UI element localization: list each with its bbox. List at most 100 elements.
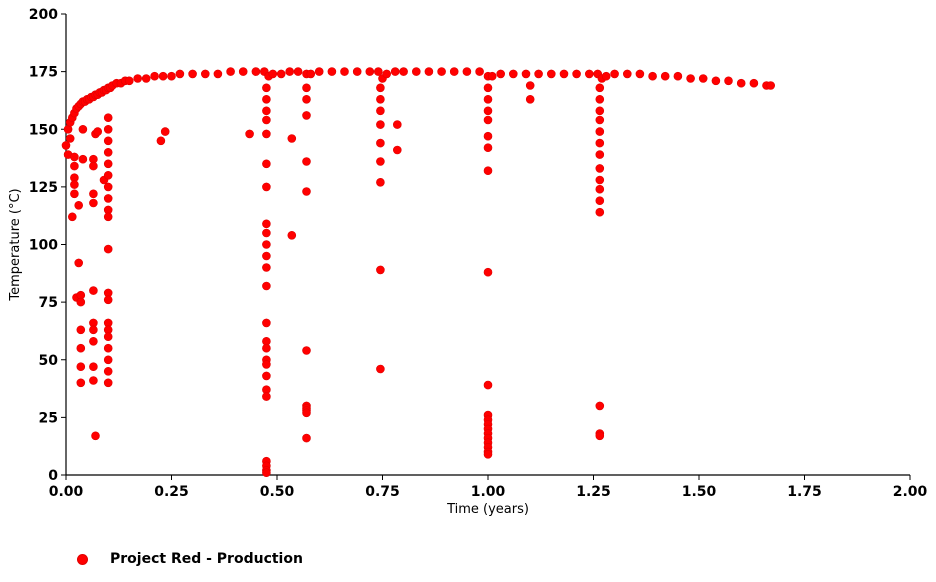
plot-frame: [65, 14, 910, 476]
data-point: [595, 127, 605, 136]
y-tick-label: 50: [39, 353, 59, 369]
data-point: [483, 131, 493, 141]
y-axis: 0 25 50 75 100 125 150 175 200: [29, 7, 66, 484]
data-point: [89, 286, 98, 295]
data-point: [70, 180, 79, 189]
data-point: [635, 69, 645, 79]
x-tick-label: 0.75: [365, 484, 400, 500]
data-point: [226, 67, 235, 76]
data-point: [595, 401, 605, 411]
data-point: [595, 431, 605, 441]
data-point: [70, 161, 79, 171]
data-point: [302, 346, 311, 355]
data-point: [302, 408, 311, 418]
data-point: [156, 136, 166, 146]
data-point: [521, 69, 531, 79]
data-point: [91, 431, 100, 441]
data-point: [188, 69, 197, 79]
data-point: [103, 136, 113, 146]
data-point: [150, 71, 159, 81]
data-point: [302, 433, 311, 443]
data-point: [262, 83, 271, 93]
data-point: [287, 134, 297, 143]
data-point: [411, 67, 421, 76]
data-point: [698, 74, 708, 83]
data-point: [262, 219, 271, 229]
data-point: [673, 71, 683, 81]
x-axis-title: Time (years): [446, 502, 529, 517]
data-point: [133, 74, 142, 83]
data-point: [262, 159, 271, 169]
data-point: [399, 67, 408, 76]
data-point: [89, 362, 98, 372]
data-point: [238, 67, 248, 76]
data-point: [302, 187, 311, 196]
y-tick-label: 0: [48, 468, 58, 484]
y-tick-label: 125: [29, 180, 58, 196]
data-point: [327, 67, 337, 76]
data-point: [74, 201, 83, 210]
data-point: [376, 157, 385, 166]
data-point: [103, 194, 113, 203]
y-tick-label: 100: [29, 238, 58, 254]
data-point: [376, 138, 385, 148]
data-point: [262, 371, 271, 381]
data-point: [376, 178, 385, 187]
data-point: [483, 143, 493, 152]
data-point: [392, 145, 402, 155]
data-point: [595, 196, 605, 205]
data-point: [76, 378, 86, 388]
data-point: [103, 295, 113, 305]
scatter-chart: 0 25 50 75 100 125 150 175 200 0.00 0.25 0.50 0.75 1…: [8, 7, 928, 517]
data-point: [302, 95, 311, 104]
data-point: [141, 74, 151, 83]
x-tick-label: 0.00: [49, 484, 84, 500]
data-point: [262, 95, 271, 104]
data-point: [487, 71, 497, 81]
data-point: [76, 297, 86, 307]
data-point: [376, 120, 385, 129]
data-point: [103, 171, 113, 180]
data-point: [167, 71, 176, 81]
data-point: [462, 67, 472, 76]
y-tick-label: 75: [39, 295, 58, 311]
data-point: [103, 159, 113, 169]
data-point: [525, 81, 535, 90]
data-point: [483, 115, 493, 125]
data-point: [302, 83, 311, 93]
data-point: [74, 258, 83, 268]
data-point: [475, 67, 484, 76]
data-point: [483, 267, 493, 277]
data-point: [373, 67, 383, 76]
data-point: [70, 189, 79, 199]
x-tick-label: 0.25: [154, 484, 189, 500]
data-point: [103, 125, 113, 134]
data-point: [766, 81, 776, 90]
data-point: [648, 71, 657, 81]
x-tick-label: 1.25: [576, 484, 611, 500]
data-point: [314, 67, 324, 76]
data-point: [262, 115, 271, 125]
data-point: [595, 164, 605, 173]
data-point: [285, 67, 295, 76]
y-axis-title: Temperature (°C): [8, 188, 23, 301]
data-point: [340, 67, 349, 76]
data-point: [595, 106, 605, 116]
data-point: [262, 468, 271, 478]
data-point: [89, 161, 98, 171]
data-point: [160, 127, 170, 136]
data-point: [103, 355, 113, 365]
data-point: [245, 129, 254, 139]
data-point: [601, 71, 611, 81]
data-point: [302, 111, 311, 120]
data-point: [61, 141, 71, 150]
x-tick-label: 1.75: [787, 484, 822, 500]
data-point: [93, 127, 102, 136]
data-point: [595, 115, 605, 125]
data-point: [595, 83, 605, 93]
data-point: [483, 83, 493, 93]
data-point: [449, 67, 459, 76]
data-point: [89, 198, 98, 208]
data-point: [78, 125, 88, 134]
data-point: [103, 332, 113, 342]
